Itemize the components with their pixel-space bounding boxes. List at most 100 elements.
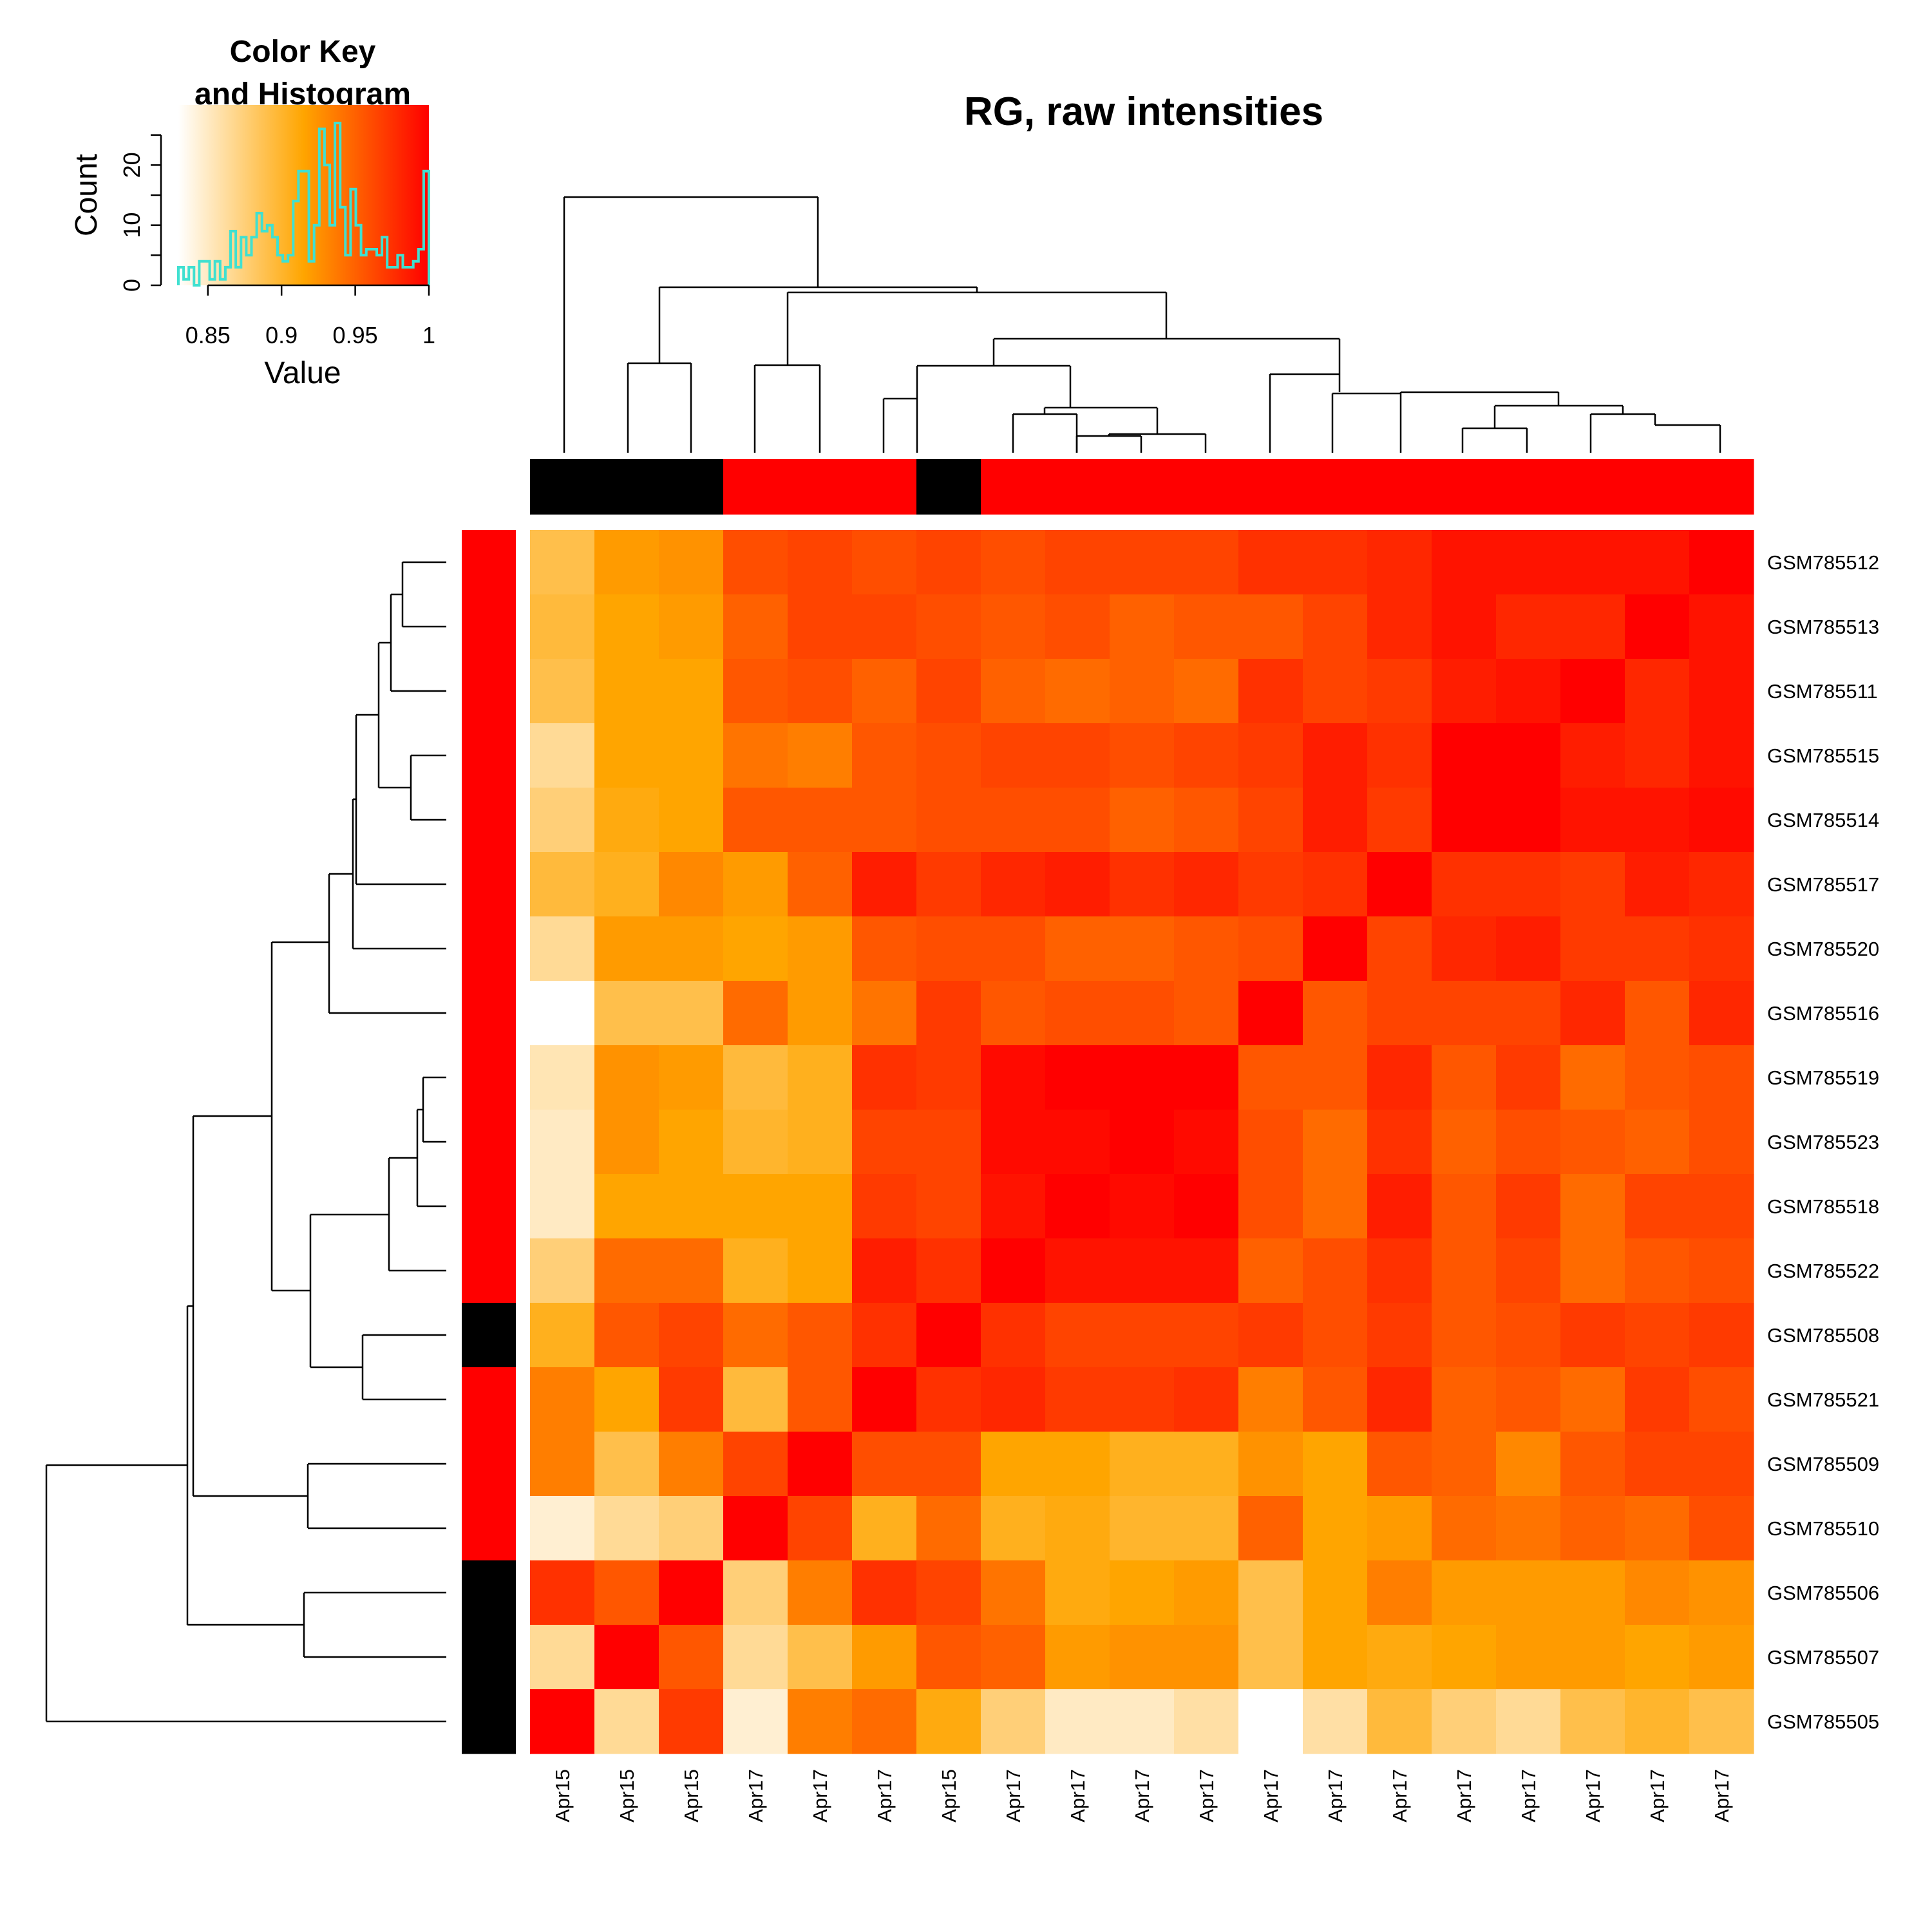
- heatmap-cell: [1174, 1303, 1239, 1368]
- heatmap-cell: [852, 659, 917, 724]
- heatmap-cell: [1560, 1303, 1625, 1368]
- heatmap-cell: [1496, 594, 1561, 659]
- heatmap-cell: [1174, 1689, 1239, 1754]
- row-side-color: [462, 1432, 516, 1497]
- heatmap-cell: [1174, 1432, 1239, 1497]
- column-label: Apr17: [1260, 1769, 1282, 1823]
- heatmap-cell: [530, 594, 595, 659]
- heatmap-cell: [1174, 916, 1239, 981]
- heatmap-cell: [1689, 1689, 1754, 1754]
- row-labels: GSM785512 GSM785513 GSM785511 GSM785515 GSM7…: [1767, 551, 1879, 1733]
- column-label: Apr15: [616, 1769, 638, 1823]
- heatmap-cell: [1496, 1367, 1561, 1432]
- heatmap-cell: [788, 1238, 853, 1303]
- column-side-color: [1110, 459, 1175, 515]
- row-side-color: [462, 1496, 516, 1561]
- heatmap-cell: [1689, 1560, 1754, 1625]
- heatmap-cell: [1045, 723, 1110, 788]
- heatmap-cell: [1496, 1238, 1561, 1303]
- heatmap-cell: [1045, 1432, 1110, 1497]
- heatmap-cell: [1303, 1045, 1368, 1110]
- column-side-color: [1432, 459, 1497, 515]
- heatmap-cell: [788, 981, 853, 1046]
- heatmap-cell: [1045, 594, 1110, 659]
- heatmap-cell: [1174, 852, 1239, 917]
- heatmap-cell: [852, 1625, 917, 1690]
- heatmap-cell: [1045, 1689, 1110, 1754]
- heatmap-cell: [1625, 1303, 1690, 1368]
- heatmap-cell: [1625, 594, 1690, 659]
- heatmap-cell: [1367, 1432, 1432, 1497]
- heatmap-cell: [1432, 1238, 1497, 1303]
- heatmap-cell: [1045, 1045, 1110, 1110]
- heatmap-cell: [1496, 1110, 1561, 1175]
- heatmap-cell: [594, 788, 659, 853]
- heatmap-cell: [1367, 1238, 1432, 1303]
- heatmap-cell: [1689, 981, 1754, 1046]
- heatmap-cell: [1238, 1367, 1303, 1432]
- heatmap-cell: [659, 1303, 724, 1368]
- heatmap-cell: [1625, 530, 1690, 595]
- column-side-colors: [530, 459, 1754, 515]
- column-side-color: [1045, 459, 1110, 515]
- heatmap-cell: [1625, 1238, 1690, 1303]
- heatmap-cell: [1174, 1625, 1239, 1690]
- heatmap-cell: [1560, 594, 1625, 659]
- column-label: Apr17: [809, 1769, 831, 1823]
- heatmap-cell: [1560, 1560, 1625, 1625]
- column-label: Apr17: [1195, 1769, 1218, 1823]
- heatmap-cell: [852, 1174, 917, 1239]
- heatmap-cell: [788, 1367, 853, 1432]
- heatmap-cell: [1432, 1045, 1497, 1110]
- heatmap-cell: [916, 594, 981, 659]
- heatmap-cell: [1238, 916, 1303, 981]
- heatmap-cell: [1110, 1367, 1175, 1432]
- heatmap-cell: [1625, 1174, 1690, 1239]
- heatmap-cell: [530, 1045, 595, 1110]
- heatmap-cell: [1432, 1303, 1497, 1368]
- heatmap-cell: [981, 1303, 1046, 1368]
- heatmap-cell: [594, 1625, 659, 1690]
- heatmap-cells: [530, 530, 1754, 1754]
- column-side-color: [852, 459, 917, 515]
- heatmap-cell: [1303, 659, 1368, 724]
- heatmap-cell: [1174, 1560, 1239, 1625]
- heatmap-cell: [981, 788, 1046, 853]
- heatmap-cell: [1625, 1560, 1690, 1625]
- column-side-color: [723, 459, 788, 515]
- heatmap-cell: [1432, 1625, 1497, 1690]
- heatmap-cell: [1689, 1238, 1754, 1303]
- heatmap-cell: [852, 1689, 917, 1754]
- heatmap-cell: [1689, 1045, 1754, 1110]
- heatmap-cell: [1560, 916, 1625, 981]
- heatmap-cell: [1238, 1560, 1303, 1625]
- row-side-color: [462, 659, 516, 724]
- heatmap-cell: [981, 1367, 1046, 1432]
- heatmap-cell: [1689, 1174, 1754, 1239]
- heatmap-cell: [594, 1110, 659, 1175]
- heatmap-cell: [1110, 594, 1175, 659]
- heatmap-cell: [1625, 852, 1690, 917]
- heatmap-cell: [1303, 1110, 1368, 1175]
- heatmap-cell: [1367, 1496, 1432, 1561]
- heatmap-cell: [659, 1367, 724, 1432]
- heatmap-cell: [1238, 723, 1303, 788]
- heatmap-cell: [723, 1432, 788, 1497]
- row-dendrogram: [45, 561, 446, 1723]
- heatmap-cell: [1689, 659, 1754, 724]
- heatmap-cell: [530, 1238, 595, 1303]
- color-key-xlabel: Value: [264, 356, 341, 390]
- row-label: GSM785507: [1767, 1646, 1879, 1669]
- row-label: GSM785506: [1767, 1582, 1879, 1604]
- heatmap-cell: [1625, 1625, 1690, 1690]
- heatmap-cell: [1625, 1367, 1690, 1432]
- heatmap-cell: [1367, 1367, 1432, 1432]
- heatmap-cell: [1689, 852, 1754, 917]
- heatmap-cell: [788, 1432, 853, 1497]
- heatmap-cell: [1496, 1496, 1561, 1561]
- row-label: GSM785516: [1767, 1002, 1879, 1025]
- heatmap-cell: [1110, 659, 1175, 724]
- heatmap-cell: [788, 1560, 853, 1625]
- row-side-color: [462, 1367, 516, 1432]
- heatmap-cell: [1367, 1045, 1432, 1110]
